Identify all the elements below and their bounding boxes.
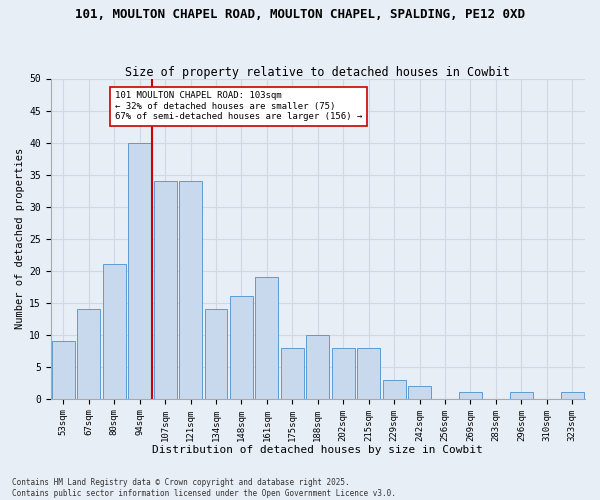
Bar — [103, 264, 126, 399]
Bar — [205, 309, 227, 399]
Bar — [77, 309, 100, 399]
Bar — [179, 181, 202, 399]
Bar — [408, 386, 431, 399]
Bar — [383, 380, 406, 399]
Y-axis label: Number of detached properties: Number of detached properties — [15, 148, 25, 330]
Title: Size of property relative to detached houses in Cowbit: Size of property relative to detached ho… — [125, 66, 510, 78]
Bar — [357, 348, 380, 399]
Bar — [230, 296, 253, 399]
Bar — [128, 142, 151, 399]
Bar — [510, 392, 533, 399]
Bar — [52, 341, 75, 399]
Bar — [256, 277, 278, 399]
Text: 101, MOULTON CHAPEL ROAD, MOULTON CHAPEL, SPALDING, PE12 0XD: 101, MOULTON CHAPEL ROAD, MOULTON CHAPEL… — [75, 8, 525, 20]
Text: Contains HM Land Registry data © Crown copyright and database right 2025.
Contai: Contains HM Land Registry data © Crown c… — [12, 478, 396, 498]
Bar — [307, 335, 329, 399]
Bar — [561, 392, 584, 399]
X-axis label: Distribution of detached houses by size in Cowbit: Distribution of detached houses by size … — [152, 445, 483, 455]
Text: 101 MOULTON CHAPEL ROAD: 103sqm
← 32% of detached houses are smaller (75)
67% of: 101 MOULTON CHAPEL ROAD: 103sqm ← 32% of… — [115, 92, 362, 121]
Bar — [281, 348, 304, 399]
Bar — [154, 181, 176, 399]
Bar — [459, 392, 482, 399]
Bar — [332, 348, 355, 399]
